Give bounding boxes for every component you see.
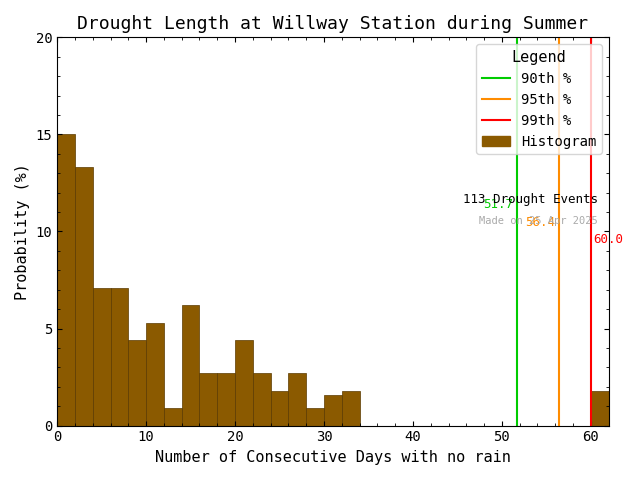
Bar — [342, 391, 360, 426]
Text: 56.4: 56.4 — [525, 216, 556, 228]
Bar — [93, 288, 111, 426]
Y-axis label: Probability (%): Probability (%) — [15, 163, 30, 300]
Bar — [253, 373, 271, 426]
Bar — [591, 391, 609, 426]
Text: 51.7: 51.7 — [483, 198, 513, 211]
Text: 113 Drought Events: 113 Drought Events — [463, 192, 598, 205]
Bar — [164, 408, 182, 426]
Text: Made on 25 Apr 2025: Made on 25 Apr 2025 — [479, 216, 598, 226]
Bar — [128, 340, 146, 426]
Bar — [182, 305, 200, 426]
Bar — [306, 408, 324, 426]
Text: 60.0: 60.0 — [593, 233, 623, 246]
Bar — [235, 340, 253, 426]
Bar — [200, 373, 217, 426]
Bar — [217, 373, 235, 426]
Bar — [146, 323, 164, 426]
Bar — [75, 168, 93, 426]
Bar — [324, 395, 342, 426]
Bar — [271, 391, 289, 426]
Bar — [289, 373, 306, 426]
X-axis label: Number of Consecutive Days with no rain: Number of Consecutive Days with no rain — [155, 450, 511, 465]
Bar — [111, 288, 128, 426]
Bar — [57, 134, 75, 426]
Legend: 90th %, 95th %, 99th %, Histogram: 90th %, 95th %, 99th %, Histogram — [476, 44, 602, 154]
Title: Drought Length at Willway Station during Summer: Drought Length at Willway Station during… — [77, 15, 588, 33]
